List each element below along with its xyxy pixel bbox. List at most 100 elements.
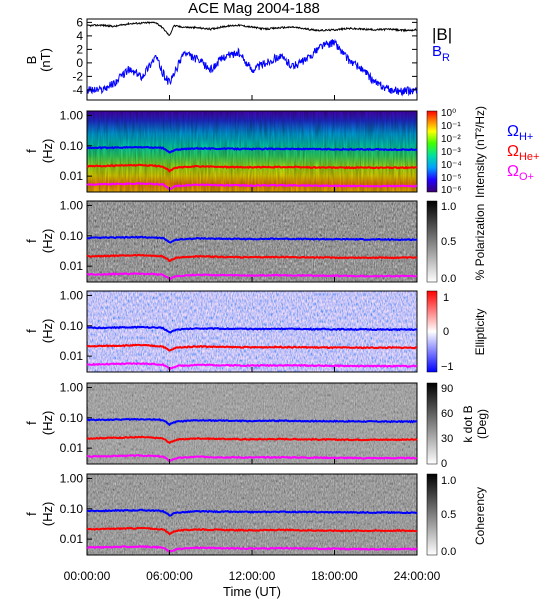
b-ylabel-bottom: (nT) (38, 48, 53, 72)
panel-intensity: 10⁰ 10⁻¹ 10⁻² 10⁻³ 10⁻⁴ 10⁻⁵ 10⁻⁶ Intens… (86, 106, 539, 198)
legend-br-sub: R (442, 52, 450, 64)
freq-ytick-label: 0.10 (60, 502, 84, 516)
freq-ytick-label: 1.00 (60, 198, 84, 212)
gyrofrequency-lines (86, 145, 418, 553)
freq-ytick-label: 0.10 (60, 319, 84, 333)
cb-pol-t1: 0.5 (441, 236, 456, 248)
omega-he-line (86, 526, 418, 536)
absB-line (86, 21, 418, 36)
cb-kdb-t0: 90 (441, 383, 453, 395)
legend-omega-h: ΩH+ (507, 123, 533, 143)
b-ytick-label: 0 (76, 56, 83, 70)
freq-ylabel-hz: (Hz) (40, 229, 55, 254)
coherency-texture (87, 474, 417, 555)
cb-intensity-t6: 10⁻⁶ (441, 185, 462, 196)
cb-ell-label: Ellipticity (473, 309, 487, 356)
omega-o-line (86, 182, 418, 191)
cb-kdb-label-top: k dot B (461, 405, 475, 442)
panel-ellipticity: 1 0 −1 Ellipticity (86, 290, 487, 373)
cb-coh-t0: 1.0 (441, 475, 456, 487)
b-ytick-label: -2 (72, 69, 83, 83)
frequency-axes: f (Hz)1.000.100.01f (Hz)1.000.100.01f (Hz)1… (24, 108, 92, 546)
br-line (86, 38, 418, 97)
freq-ylabel-hz: (Hz) (40, 139, 55, 164)
omega-h-line (86, 145, 418, 154)
coherency-colorbar (426, 473, 438, 556)
b-ytick-label: 2 (76, 42, 83, 56)
x-tick-label: 12:00:00 (229, 569, 276, 583)
x-axis-ticks: 00:00:00 06:00:00 12:00:00 18:00:00 24:00:00 (64, 95, 441, 583)
freq-ytick-label: 1.00 (60, 288, 84, 302)
freq-ytick-label: 0.10 (60, 411, 84, 425)
cb-pol-t0: 1.0 (441, 201, 456, 213)
omega-h-line (86, 417, 417, 427)
freq-ytick-label: 0.01 (60, 259, 84, 273)
cb-ell-t0: 1 (443, 292, 449, 304)
cb-ell-t1: 0 (443, 326, 449, 338)
freq-ylabel-f: f (24, 149, 39, 153)
omega-h-line (86, 325, 418, 334)
cb-ell-t2: −1 (441, 361, 454, 373)
ellipticity-colorbar (426, 290, 438, 373)
cb-intensity-t3: 10⁻³ (441, 147, 461, 158)
freq-ytick-label: 0.10 (60, 139, 84, 153)
omega-o-line (86, 544, 418, 553)
freq-ylabel-f: f (24, 512, 39, 516)
freq-ylabel-hz: (Hz) (40, 502, 55, 527)
omega-o-line (86, 454, 418, 463)
cb-kdb-t3: 0 (441, 458, 447, 470)
cb-intensity-label: Intensity (nT²/Hz) (473, 106, 487, 198)
panel-kdotb: 90 60 30 0 k dot B (Deg) (86, 382, 489, 470)
cb-pol-t2: 0.0 (441, 273, 456, 285)
figure-title: ACE Mag 2004-188 (188, 0, 320, 17)
legend-omega-he: ΩHe+ (507, 143, 539, 163)
b-ytick-label: 4 (76, 29, 83, 43)
omega-he-line (86, 253, 417, 263)
freq-ytick-label: 1.00 (60, 108, 84, 122)
omega-o-line (86, 272, 418, 281)
freq-ytick-label: 0.01 (60, 532, 84, 546)
cb-coh-t2: 0.0 (441, 546, 456, 558)
freq-ylabel-hz: (Hz) (40, 411, 55, 436)
freq-ytick-label: 0.10 (60, 229, 84, 243)
omega-h-line (86, 235, 418, 244)
legend-br-main: B (432, 43, 442, 60)
cb-kdb-t1: 60 (441, 408, 453, 420)
legend-absB: |B| (432, 25, 452, 44)
freq-ylabel-f: f (24, 329, 39, 333)
polarization-texture (87, 201, 417, 282)
omega-he-line (86, 435, 418, 445)
freq-ytick-label: 1.00 (60, 380, 84, 394)
cb-intensity-t1: 10⁻¹ (441, 121, 461, 132)
kdotb-colorbar (426, 382, 438, 465)
cb-coh-label: Coherency (473, 487, 487, 545)
omega-o-line (86, 362, 418, 372)
omega-he-line (86, 343, 417, 352)
cb-coh-t1: 0.5 (441, 509, 456, 521)
x-tick-label: 00:00:00 (64, 569, 111, 583)
panel-b-frame (86, 18, 418, 101)
freq-ytick-label: 0.01 (60, 169, 84, 183)
freq-ytick-label: 1.00 (60, 471, 84, 485)
freq-ytick-label: 0.01 (60, 441, 84, 455)
intensity-colorbar (426, 110, 438, 193)
legend-br: BR (432, 43, 450, 64)
omega-h-line (87, 508, 417, 517)
kdotb-texture (87, 383, 417, 464)
freq-ylabel-f: f (24, 239, 39, 243)
omega-he-line (86, 163, 418, 173)
cb-pol-label: % Polarization (473, 204, 487, 281)
panel-polarization: 1.0 0.5 0.0 % Polarization (86, 200, 487, 285)
cb-intensity-t4: 10⁻⁴ (441, 160, 462, 171)
intensity-texture (87, 111, 417, 192)
b-ylabel-top: B (24, 56, 39, 65)
x-tick-label: 24:00:00 (394, 569, 441, 583)
x-tick-label: 18:00:00 (311, 569, 358, 583)
ellipticity-texture (87, 291, 417, 372)
cb-intensity-t0: 10⁰ (441, 108, 456, 119)
cb-kdb-label-bottom: (Deg) (475, 409, 489, 439)
freq-ylabel-hz: (Hz) (40, 319, 55, 344)
cb-intensity-t5: 10⁻⁵ (441, 173, 462, 184)
